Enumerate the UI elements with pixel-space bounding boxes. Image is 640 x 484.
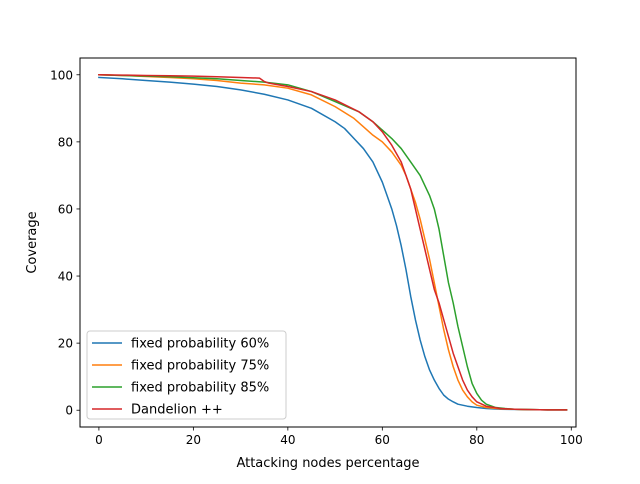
x-tick-label: 20 [186,433,201,447]
series-line-2 [98,73,568,411]
plot-lines [98,73,568,411]
legend: fixed probability 60% fixed probability 7… [86,330,287,420]
y-tick-label: 60 [58,202,73,216]
y-tick-label: 100 [50,68,73,82]
x-tick-label: 40 [280,433,295,447]
y-tick-label: 40 [58,270,73,284]
x-axis-label: Attacking nodes percentage [236,456,419,471]
series-line-3 [98,73,568,411]
legend-label: fixed probability 85% [131,381,269,396]
series-line-1 [98,76,568,411]
legend-entries: fixed probability 60% fixed probability 7… [92,337,269,418]
y-tick-label: 80 [58,135,73,149]
x-axis-ticks: 0 20 40 60 80 100 [95,427,583,447]
x-tick-label: 80 [469,433,484,447]
legend-label: fixed probability 75% [131,359,269,374]
y-tick-label: 20 [58,337,73,351]
x-tick-label: 0 [95,433,103,447]
legend-label: fixed probability 60% [131,337,269,352]
x-tick-label: 100 [560,433,583,447]
y-tick-label: 0 [65,404,73,418]
legend-label: Dandelion ++ [131,403,223,418]
y-axis-label: Coverage [25,211,40,273]
x-tick-label: 60 [375,433,390,447]
y-axis-ticks: 0 20 40 60 80 100 [50,68,80,418]
legend-box [86,330,287,420]
plot-frame [79,57,577,428]
series-line-4 [98,74,568,411]
